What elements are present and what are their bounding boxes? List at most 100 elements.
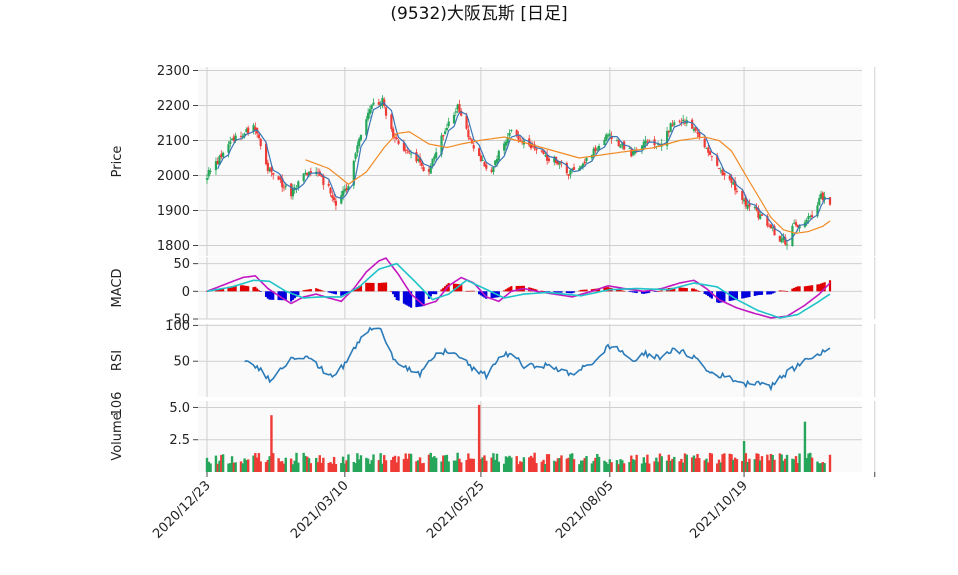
macd-histogram-bar	[384, 282, 388, 292]
volume-bar	[758, 460, 762, 472]
macd-histogram-bar	[685, 288, 688, 292]
price-candle-body	[279, 177, 282, 180]
price-candle-body	[542, 149, 545, 155]
macd-histogram-bar	[583, 289, 586, 292]
macd-histogram-bar	[256, 288, 259, 292]
price-candle-body	[734, 181, 737, 191]
volume-bar	[255, 457, 259, 472]
volume-bar	[721, 454, 724, 472]
volume-bar	[723, 453, 726, 472]
price-candle-body	[460, 110, 463, 116]
macd-histogram-bar	[572, 291, 576, 293]
volume-bar	[221, 454, 225, 472]
volume-bar	[753, 459, 757, 472]
volume-bar	[685, 454, 688, 472]
price-candle-body	[610, 136, 613, 140]
macd-histogram-bar	[295, 291, 298, 297]
price-candle-body	[606, 135, 610, 137]
volume-bar	[452, 460, 456, 472]
volume-bar	[485, 460, 488, 472]
volume-bar	[773, 459, 776, 472]
volume-bar	[606, 464, 610, 472]
price-candle-body	[673, 122, 676, 125]
x-tick-label-3: 2021/08/05	[553, 478, 617, 542]
volume-bar	[490, 457, 493, 472]
price-candle-body	[259, 138, 262, 147]
volume-bar	[241, 463, 245, 472]
price-candle-body	[768, 225, 771, 227]
price-candle-body	[510, 130, 513, 131]
macd-histogram-bar	[694, 289, 697, 292]
price-candle-body	[309, 171, 312, 173]
macd-histogram-bar	[340, 291, 343, 296]
volume-bar	[782, 460, 785, 472]
price-candle-body	[397, 140, 400, 144]
x-tick-label-2: 2021/05/25	[424, 478, 488, 542]
volume-bar	[259, 461, 262, 472]
price-candle-body	[707, 147, 710, 153]
price-candle-body	[440, 135, 443, 155]
macd-histogram-bar	[571, 291, 574, 294]
volume-bar	[785, 454, 789, 472]
price-candle-body	[465, 115, 468, 129]
price-candle-body	[333, 197, 336, 201]
macd-histogram-bar	[479, 291, 483, 296]
panel-macd-ytick-label-2: 50	[173, 257, 190, 272]
volume-bar	[447, 461, 450, 472]
macd-histogram-bar	[266, 291, 269, 299]
macd-histogram-bar	[796, 286, 799, 292]
volume-bar	[554, 461, 558, 472]
macd-histogram-bar	[435, 291, 438, 295]
macd-histogram-bar	[809, 285, 812, 292]
volume-bar	[583, 458, 586, 472]
volume-bar	[510, 457, 513, 472]
volume-bar	[619, 459, 622, 472]
macd-histogram-bar	[365, 282, 368, 292]
macd-histogram-bar	[723, 291, 726, 302]
macd-histogram-bar	[692, 288, 696, 292]
volume-bar	[642, 457, 646, 472]
volume-bar	[579, 460, 583, 472]
price-candle-body	[445, 127, 448, 131]
macd-histogram-bar	[467, 290, 470, 292]
price-candle-body	[698, 131, 701, 138]
macd-histogram-bar	[554, 291, 558, 293]
volume-bar	[397, 456, 400, 472]
price-candle-body	[571, 168, 574, 170]
volume-bar	[760, 456, 764, 472]
macd-histogram-bar	[540, 290, 543, 292]
macd-histogram-bar	[395, 291, 398, 301]
price-candle-body	[247, 127, 250, 134]
volume-bar	[520, 462, 524, 472]
macd-histogram-bar	[633, 291, 636, 293]
volume-bar	[621, 460, 624, 472]
price-candle-body	[780, 238, 783, 243]
macd-histogram-bar	[341, 291, 345, 295]
volume-bar	[404, 453, 407, 472]
macd-histogram-bar	[753, 291, 756, 296]
price-candle-body	[710, 156, 713, 157]
price-candle-body	[628, 147, 631, 149]
volume-bar	[728, 453, 731, 472]
price-candle-body	[307, 171, 311, 176]
macd-histogram-bar	[290, 291, 293, 302]
macd-histogram-bar	[252, 287, 255, 292]
price-candle-body	[821, 192, 824, 200]
price-candle-body	[277, 176, 280, 180]
macd-histogram-bar	[671, 287, 674, 292]
volume-bar	[254, 453, 257, 472]
panel-price-ylabel: Price	[110, 146, 125, 178]
volume-bar	[309, 463, 313, 472]
volume-bar	[352, 461, 355, 472]
macd-histogram-bar	[660, 290, 663, 292]
macd-histogram-bar	[315, 288, 318, 292]
volume-bar	[383, 455, 386, 472]
macd-histogram-bar	[259, 291, 262, 292]
volume-bar	[578, 464, 581, 472]
macd-histogram-bar	[653, 291, 656, 292]
price-candle-body	[741, 190, 744, 201]
volume-bar	[322, 457, 325, 472]
price-candle-body	[642, 141, 645, 148]
volume-bar	[803, 421, 807, 472]
volume-bar	[246, 459, 250, 472]
